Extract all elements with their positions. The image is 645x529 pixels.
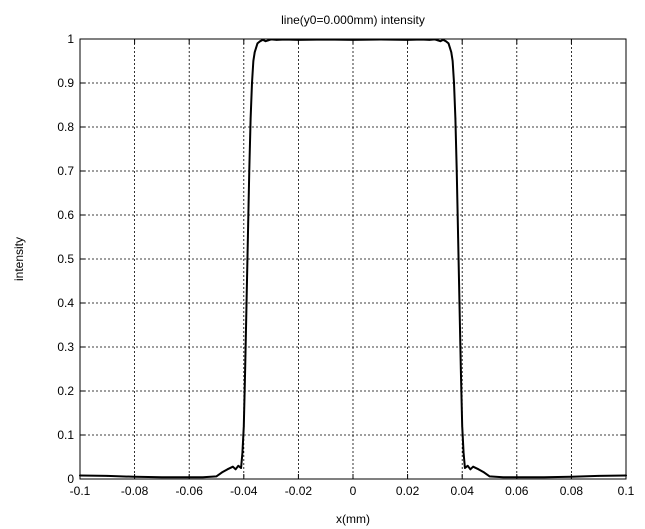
- y-tick-label: 0.7: [57, 164, 74, 178]
- data-point: [460, 368, 462, 370]
- data-point: [439, 40, 442, 42]
- data-point: [249, 117, 252, 119]
- data-point: [161, 476, 163, 479]
- data-point: [240, 467, 242, 469]
- y-tick-label: 0.4: [57, 296, 74, 310]
- tick-marks: [79, 38, 627, 480]
- data-point: [221, 471, 223, 474]
- data-point: [597, 475, 600, 477]
- data-point: [234, 468, 237, 471]
- x-tick-label: 0.08: [560, 484, 584, 498]
- data-point: [253, 51, 256, 53]
- data-point: [251, 82, 253, 84]
- data-point: [202, 476, 204, 479]
- data-point: [256, 42, 259, 45]
- data-point: [247, 236, 249, 238]
- y-tick-label: 0.1: [57, 428, 74, 442]
- data-point: [243, 425, 245, 428]
- x-tick-label: -0.1: [70, 484, 91, 498]
- data-point: [226, 468, 229, 471]
- x-tick-label: 0.04: [451, 484, 475, 498]
- y-axis-label: intensity: [12, 237, 26, 281]
- data-point: [469, 468, 472, 471]
- data-point: [455, 170, 458, 172]
- data-point: [488, 475, 491, 478]
- x-tick-label: 0.1: [618, 484, 635, 498]
- data-point: [453, 82, 455, 84]
- data-point: [244, 368, 246, 370]
- y-tick-label: 0.5: [57, 252, 74, 266]
- data-point: [543, 476, 545, 479]
- data-point: [232, 465, 234, 468]
- y-tick-labels: 0 0.1 0.2 0.3 0.4 0.5 0.6 0.7 0.8 0.9 1: [57, 32, 74, 486]
- x-tick-label: 0.02: [396, 484, 420, 498]
- data-point: [237, 465, 240, 467]
- y-tick-label: 0.6: [57, 208, 74, 222]
- x-tick-label: -0.02: [285, 484, 313, 498]
- data-point: [245, 302, 248, 304]
- data-point: [241, 451, 244, 454]
- y-tick-label: 0.2: [57, 384, 74, 398]
- data-point: [502, 476, 504, 479]
- x-axis-label: x(mm): [336, 512, 370, 526]
- data-point: [259, 40, 261, 42]
- data-point: [450, 51, 453, 53]
- data-point: [464, 467, 466, 469]
- data-point: [454, 117, 457, 119]
- x-tick-label: 0.06: [505, 484, 529, 498]
- data-point: [461, 425, 464, 428]
- data-point: [248, 170, 251, 172]
- y-tick-label: 0: [67, 472, 74, 486]
- y-tick-label: 0.9: [57, 76, 74, 90]
- y-tick-label: 0.3: [57, 340, 74, 354]
- x-tick-label: 0: [350, 484, 357, 498]
- x-tick-label: -0.08: [121, 484, 149, 498]
- data-point: [436, 39, 439, 42]
- data-point: [255, 47, 257, 49]
- data-point: [215, 475, 218, 478]
- x-tick-labels: -0.1 -0.08 -0.06 -0.04 -0.02 0 0.02 0.04 0.06 0.0…: [70, 484, 635, 498]
- data-point: [252, 60, 255, 62]
- data-point: [449, 47, 451, 49]
- chart-title: line(y0=0.000mm) intensity: [281, 13, 425, 27]
- data-point: [447, 42, 450, 45]
- y-tick-label: 1: [67, 32, 74, 46]
- data-point: [483, 471, 485, 474]
- data-point: [451, 60, 454, 62]
- data-point: [457, 236, 459, 238]
- grid-lines: [80, 39, 626, 479]
- y-tick-label: 0.8: [57, 120, 74, 134]
- data-point: [106, 475, 109, 477]
- x-tick-label: -0.04: [230, 484, 258, 498]
- data-point: [445, 40, 447, 42]
- data-point: [462, 451, 465, 454]
- data-point: [466, 465, 469, 467]
- data-point: [267, 39, 270, 42]
- data-point: [458, 302, 461, 304]
- data-point: [477, 468, 480, 471]
- data-point: [264, 40, 267, 42]
- x-tick-label: -0.06: [176, 484, 204, 498]
- data-point: [472, 465, 474, 468]
